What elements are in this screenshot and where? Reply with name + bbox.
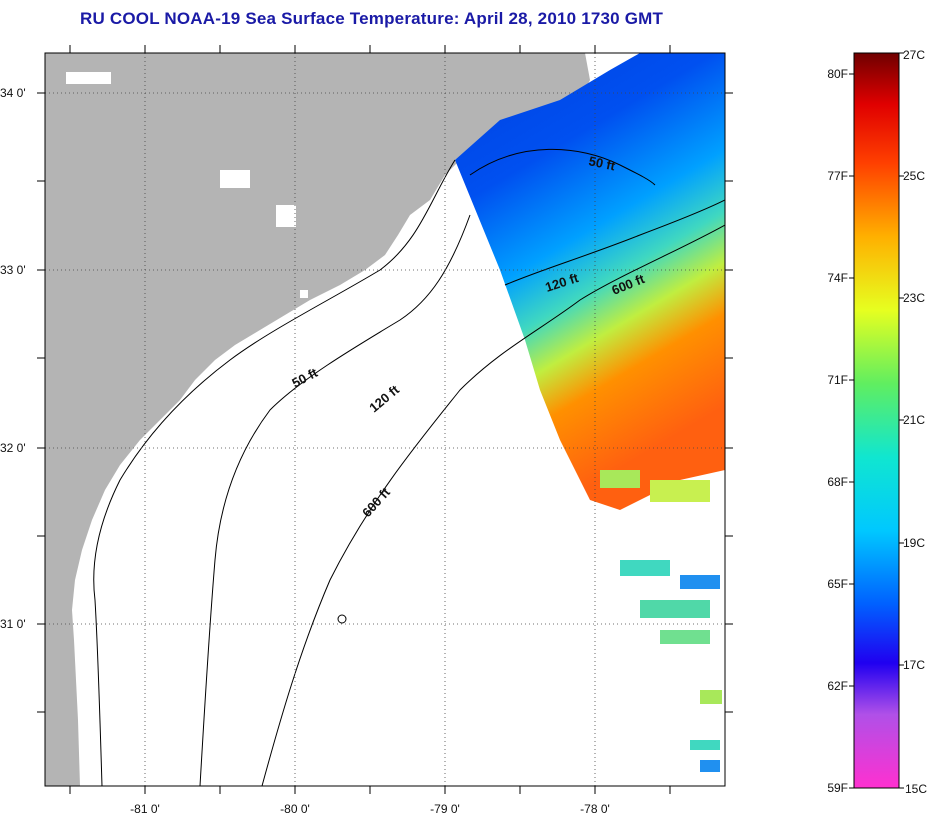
contour-120ft <box>199 214 471 786</box>
lon-tick-label: -78 0' <box>580 802 610 816</box>
contour-offshore-120ft <box>504 199 725 286</box>
sst-scattered-pixels <box>600 470 722 772</box>
sst-swath <box>455 53 725 510</box>
lon-tick-label: -80 0' <box>280 802 310 816</box>
lon-tick-label: -81 0' <box>130 802 160 816</box>
lat-tick-label: 34 0' <box>0 86 26 100</box>
seamount-contour <box>337 614 347 624</box>
lat-tick-label: 32 0' <box>0 441 26 455</box>
contour-600ft <box>261 224 725 786</box>
map-frame <box>44 52 726 787</box>
land-area <box>45 53 590 786</box>
map-title: RU COOL NOAA-19 Sea Surface Temperature:… <box>80 9 664 28</box>
lat-tick-label: 31 0' <box>0 617 26 631</box>
graticule <box>45 53 725 786</box>
contour-offshore-50ft <box>469 148 656 186</box>
lat-tick-label: 33 0' <box>0 263 26 277</box>
frame-ticks <box>37 45 733 794</box>
lon-tick-label: -79 0' <box>430 802 460 816</box>
contour-label-offshore-50ft: 50 ft <box>587 153 617 173</box>
contour-50ft <box>93 159 456 786</box>
